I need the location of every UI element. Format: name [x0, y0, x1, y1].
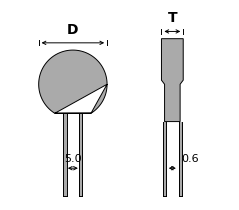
Bar — [163, 122, 166, 196]
Text: 5.0: 5.0 — [64, 155, 82, 164]
Text: T: T — [168, 11, 177, 25]
Polygon shape — [162, 39, 183, 122]
Polygon shape — [39, 50, 107, 113]
Text: 0.6: 0.6 — [181, 155, 199, 164]
Bar — [179, 122, 182, 196]
Text: D: D — [67, 23, 79, 37]
Bar — [63, 113, 67, 196]
Bar — [79, 113, 82, 196]
